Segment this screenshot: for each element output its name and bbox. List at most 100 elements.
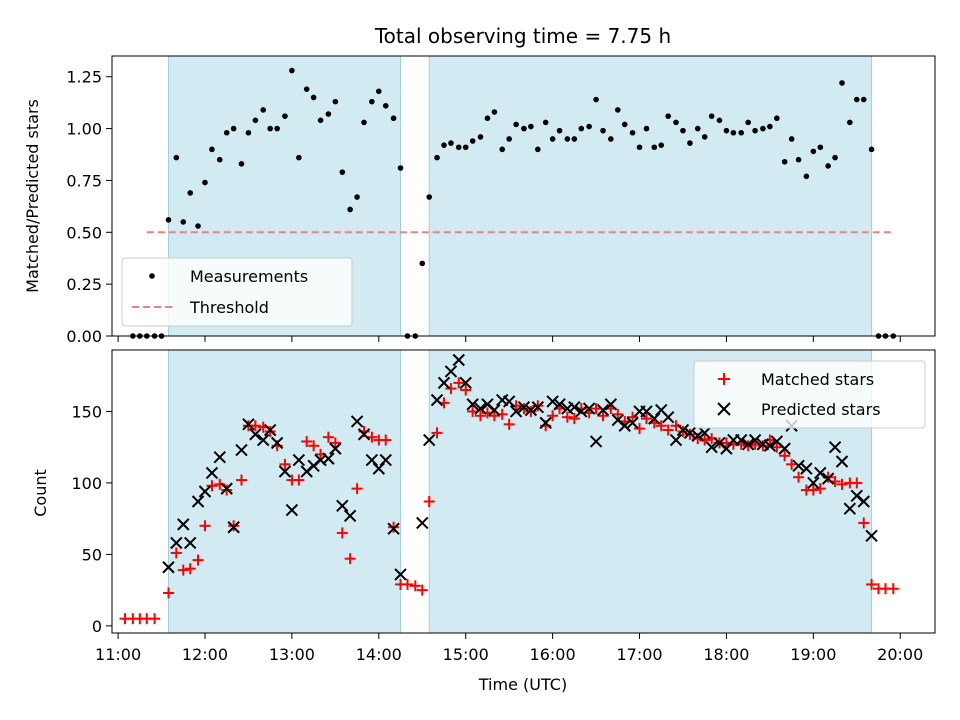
matched-star-point <box>380 434 392 446</box>
measurement-point <box>694 125 701 132</box>
predicted-star-point <box>748 433 762 447</box>
y-tick-label: 50 <box>82 545 102 564</box>
matched-star-point <box>677 425 689 437</box>
matched-star-point <box>779 450 791 462</box>
predicted-star-point <box>416 516 429 530</box>
matched-star-point <box>866 578 878 590</box>
bottom-y-ticks: 0 50 100 150 <box>71 402 112 636</box>
measurement-point <box>564 136 571 142</box>
panel-top: 0.00 0.25 0.50 0.75 1.00 1.25 Matched/Predict… <box>23 55 936 346</box>
matched-star-point <box>409 580 421 592</box>
predicted-star-point <box>170 536 183 550</box>
measurement-point <box>774 115 780 122</box>
matched-star-point <box>184 563 196 575</box>
measurement-point <box>223 129 230 136</box>
measurement-point <box>274 125 280 132</box>
measurement-point <box>658 142 665 148</box>
observing-window-1 <box>167 349 402 634</box>
measurement-point <box>723 127 730 134</box>
predicted-star-point <box>162 561 175 574</box>
measurement-point <box>745 119 751 126</box>
predicted-star-point <box>589 435 603 448</box>
predicted-star-point <box>741 438 755 451</box>
measurement-point <box>202 179 208 186</box>
measurement-point <box>730 129 737 136</box>
matched-star-point <box>228 520 240 532</box>
legend-matched-marker <box>718 373 730 385</box>
measurement-point <box>643 125 650 132</box>
predicted-star-point <box>177 518 190 531</box>
matched-star-point <box>293 474 305 486</box>
measurement-point <box>621 121 628 128</box>
measurement-point <box>354 194 360 200</box>
measurement-point <box>825 163 831 169</box>
x-tick-label: 15:00 <box>443 645 489 664</box>
measurement-point <box>209 146 215 153</box>
y-tick-label: 0.00 <box>66 327 102 346</box>
measurement-point <box>665 113 671 119</box>
measurement-point <box>245 129 252 136</box>
predicted-star-point <box>437 376 451 390</box>
predicted-star-point <box>604 398 618 411</box>
matched-star-point <box>474 410 486 422</box>
predicted-star-point <box>524 403 538 417</box>
y-tick-label: 1.00 <box>66 120 102 139</box>
measurement-point <box>376 88 382 95</box>
measurement-point <box>767 123 773 130</box>
legend-threshold-label: Threshold <box>189 298 269 317</box>
measurement-point <box>455 144 462 151</box>
predicted-star-point <box>502 395 516 408</box>
predicted-star-point <box>553 398 566 411</box>
predicted-star-point <box>800 462 813 475</box>
matched-star-point <box>655 420 667 432</box>
measurement-point <box>390 115 397 122</box>
measurement-point <box>267 125 273 132</box>
matched-star-point <box>612 408 624 420</box>
matched-star-point <box>301 435 313 447</box>
predicted-star-point <box>220 482 233 495</box>
predicted-star-point <box>444 365 458 378</box>
predicted-star-point <box>394 568 407 581</box>
matched-star-point <box>488 410 500 422</box>
measurement-point <box>860 96 867 103</box>
predicted-star-point <box>205 466 219 480</box>
x-axis-label: Time (UTC) <box>478 675 567 694</box>
measurement-point <box>180 219 187 225</box>
predicted-star-point <box>835 455 849 468</box>
bottom-y-axis-label: Count <box>31 469 50 517</box>
predicted-star-point <box>546 395 559 408</box>
measurement-point <box>593 96 599 103</box>
measurement-point <box>868 146 875 153</box>
matched-star-point <box>836 478 848 490</box>
measurement-point <box>477 134 484 140</box>
top-observing-windows <box>167 55 873 337</box>
matched-star-point <box>431 427 443 439</box>
predicted-star-point <box>191 495 205 508</box>
matched-star-point <box>279 458 291 470</box>
predicted-star-point <box>322 452 335 465</box>
measurement-point <box>847 119 853 126</box>
measurement-point <box>673 119 679 126</box>
top-y-ticks: 0.00 0.25 0.50 0.75 1.00 1.25 <box>66 68 112 346</box>
matched-star-point <box>597 410 609 422</box>
predicted-star-point <box>263 423 277 437</box>
measurement-point <box>687 140 693 146</box>
measurement-point <box>441 142 447 148</box>
matched-star-point <box>887 583 899 595</box>
predicted-star-point <box>661 410 675 424</box>
predicted-star-point <box>691 429 704 442</box>
x-tick-label: 14:00 <box>356 645 402 664</box>
measurement-point <box>303 86 310 92</box>
predicted-star-point <box>807 476 820 490</box>
measurement-point <box>528 123 534 130</box>
measurement-point <box>614 107 621 113</box>
matched-star-point <box>590 403 602 415</box>
measurement-point <box>252 117 259 124</box>
y-tick-label: 0 <box>92 617 102 636</box>
predicted-star-point <box>379 453 392 467</box>
matched-star-point <box>460 384 472 396</box>
measurement-point <box>853 96 860 103</box>
measurement-point <box>752 127 758 134</box>
matched-star-point <box>221 484 233 496</box>
